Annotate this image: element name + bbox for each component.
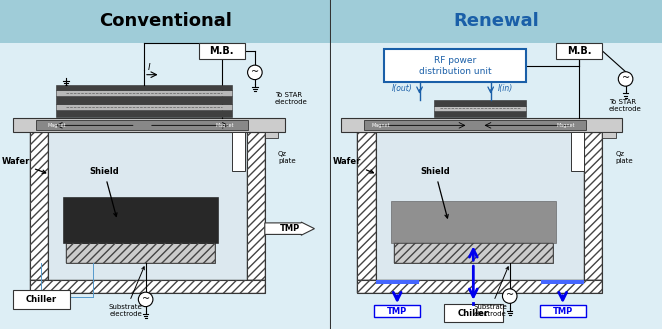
- Bar: [376, 280, 419, 284]
- Text: Magnet: Magnet: [216, 123, 234, 128]
- Text: Wafer: Wafer: [332, 158, 373, 173]
- Bar: [331, 43, 662, 329]
- Bar: [56, 104, 232, 110]
- Bar: [30, 280, 265, 293]
- Text: Qz
plate: Qz plate: [616, 151, 634, 164]
- Bar: [0, 0, 331, 43]
- Text: Shield: Shield: [89, 167, 119, 216]
- Bar: [265, 132, 278, 138]
- Bar: [540, 305, 586, 317]
- Bar: [556, 43, 602, 59]
- Text: I: I: [148, 63, 150, 72]
- Bar: [331, 0, 662, 43]
- Text: TMP: TMP: [279, 224, 300, 233]
- Text: Qz
plate: Qz plate: [278, 151, 296, 164]
- Bar: [246, 132, 265, 280]
- Text: Renewal: Renewal: [453, 13, 540, 30]
- Text: To STAR
electrode: To STAR electrode: [609, 99, 641, 112]
- Text: Conventional: Conventional: [99, 13, 232, 30]
- Text: To STAR
electrode: To STAR electrode: [275, 92, 307, 105]
- Bar: [357, 280, 602, 293]
- Text: TMP: TMP: [387, 307, 407, 316]
- Text: ~: ~: [506, 291, 514, 300]
- Bar: [357, 280, 602, 293]
- Bar: [232, 132, 245, 171]
- Bar: [56, 110, 232, 117]
- Text: I(in): I(in): [497, 84, 512, 93]
- Text: ~: ~: [251, 67, 259, 77]
- Text: I(out): I(out): [392, 84, 413, 93]
- Text: Substrate
electrode: Substrate electrode: [473, 267, 508, 317]
- Text: Magnet: Magnet: [557, 123, 575, 128]
- Bar: [434, 100, 526, 106]
- Text: Magnet: Magnet: [371, 123, 390, 128]
- Bar: [584, 132, 602, 280]
- Text: TMP: TMP: [553, 307, 573, 316]
- Bar: [30, 132, 48, 280]
- Text: Substrate
electrode: Substrate electrode: [109, 267, 144, 317]
- Text: Chiller: Chiller: [457, 309, 489, 318]
- Circle shape: [502, 289, 517, 303]
- Bar: [434, 111, 526, 117]
- Bar: [434, 106, 526, 111]
- Bar: [246, 132, 265, 280]
- Bar: [571, 132, 584, 171]
- Bar: [384, 49, 526, 82]
- Bar: [444, 304, 503, 322]
- Text: M.B.: M.B.: [209, 46, 234, 56]
- FancyArrow shape: [265, 222, 314, 235]
- Bar: [584, 132, 602, 280]
- Bar: [341, 118, 622, 132]
- Circle shape: [618, 72, 633, 86]
- Text: ~: ~: [142, 294, 150, 304]
- Text: RF power
distribution unit: RF power distribution unit: [419, 56, 491, 75]
- Bar: [13, 290, 70, 309]
- Bar: [56, 85, 232, 90]
- Bar: [36, 120, 248, 130]
- Bar: [66, 243, 215, 263]
- Text: M.B.: M.B.: [567, 46, 592, 56]
- Bar: [376, 132, 585, 280]
- Bar: [13, 118, 285, 132]
- Text: Shield: Shield: [420, 167, 450, 218]
- Bar: [374, 305, 420, 317]
- Circle shape: [248, 65, 262, 80]
- Text: Chiller: Chiller: [26, 295, 57, 304]
- Bar: [541, 280, 584, 284]
- Bar: [48, 132, 247, 280]
- Bar: [56, 96, 232, 104]
- Bar: [364, 120, 586, 130]
- Text: Wafer: Wafer: [1, 158, 46, 173]
- Bar: [357, 132, 376, 280]
- Bar: [391, 201, 556, 243]
- Text: Magnet: Magnet: [47, 123, 66, 128]
- Bar: [0, 43, 331, 329]
- Bar: [602, 132, 616, 138]
- Bar: [56, 90, 232, 96]
- Bar: [30, 132, 48, 280]
- Bar: [357, 132, 376, 280]
- Bar: [394, 243, 553, 263]
- Bar: [63, 197, 218, 243]
- Text: ~: ~: [622, 73, 630, 83]
- Bar: [30, 280, 265, 293]
- Bar: [66, 243, 215, 263]
- Bar: [394, 243, 553, 263]
- Circle shape: [138, 292, 153, 307]
- Bar: [199, 43, 245, 59]
